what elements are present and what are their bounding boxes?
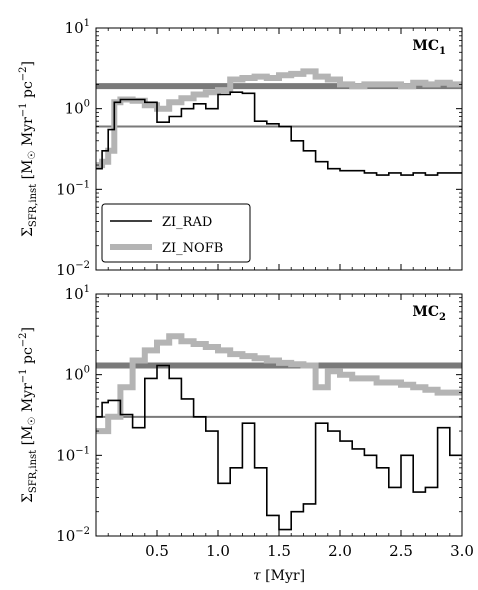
panel-label: MC1 bbox=[412, 38, 446, 57]
y-tick-exponent: 0 bbox=[84, 99, 90, 110]
panel-label-text: MC bbox=[412, 38, 439, 54]
x-axis-units: [Myr] bbox=[261, 568, 305, 584]
y-tick-exponent: −1 bbox=[75, 445, 90, 456]
y-tick-exponent: 0 bbox=[84, 365, 90, 376]
panel-label-text: MC bbox=[412, 304, 439, 320]
y-axis-units-myr: Myr bbox=[20, 383, 36, 417]
y-tick-exponent: 1 bbox=[84, 18, 90, 29]
x-tick-label: 1.5 bbox=[267, 542, 291, 560]
y-tick-exponent: 1 bbox=[84, 284, 90, 295]
y-tick-exponent: −2 bbox=[75, 526, 90, 537]
y-tick-label: 10−2 bbox=[56, 526, 90, 545]
legend-label: ZI_RAD bbox=[162, 215, 212, 230]
y-tick-base: 10 bbox=[56, 261, 75, 279]
y-tick-exponent: −2 bbox=[75, 260, 90, 271]
y-axis-units-pc: pc bbox=[20, 81, 36, 102]
y-tick-base: 10 bbox=[65, 285, 84, 303]
y-axis-close: ] bbox=[20, 61, 36, 66]
y-axis-exponent: −1 bbox=[18, 368, 29, 383]
x-axis-title: τ [Myr] bbox=[253, 568, 305, 584]
y-axis-exponent: −2 bbox=[18, 66, 29, 81]
x-tick-label: 2.5 bbox=[389, 542, 413, 560]
y-axis-units: [M bbox=[20, 426, 36, 450]
y-tick-label: 10−1 bbox=[56, 179, 90, 198]
y-axis-subscript: SFR,inst bbox=[28, 450, 39, 493]
y-tick-exponent: −1 bbox=[75, 179, 90, 190]
y-tick-label: 100 bbox=[65, 99, 90, 118]
y-axis-exponent: −1 bbox=[18, 102, 29, 117]
y-axis-exponent: −2 bbox=[18, 332, 29, 347]
x-tick-label: 0.5 bbox=[145, 542, 169, 560]
series-zi-rad bbox=[96, 364, 462, 531]
y-axis-symbol: Σ bbox=[20, 227, 36, 237]
y-tick-label: 10−2 bbox=[56, 260, 90, 279]
panel-label-subscript: 2 bbox=[439, 312, 446, 323]
y-tick-base: 10 bbox=[65, 100, 84, 118]
y-axis-sun-symbol: ☉ bbox=[27, 151, 38, 160]
y-axis-units-pc: pc bbox=[20, 347, 36, 368]
y-axis-symbol: Σ bbox=[20, 493, 36, 503]
plot-frame bbox=[95, 293, 463, 537]
panel-label: MC2 bbox=[412, 304, 446, 323]
y-axis-units: [M bbox=[20, 160, 36, 184]
x-tick-label: 1.0 bbox=[206, 542, 230, 560]
y-tick-base: 10 bbox=[65, 366, 84, 384]
y-tick-base: 10 bbox=[56, 527, 75, 545]
y-axis-close: ] bbox=[20, 327, 36, 332]
series-zi-nofb bbox=[96, 333, 462, 435]
y-axis-title: ΣSFR,inst [M☉ Myr−1 pc−2] bbox=[18, 61, 39, 237]
x-tick-label: 3.0 bbox=[450, 542, 474, 560]
y-axis-sun-symbol: ☉ bbox=[27, 417, 38, 426]
x-tick-label: 2.0 bbox=[328, 542, 352, 560]
panel-label-subscript: 1 bbox=[439, 46, 446, 57]
legend-label: ZI_NOFB bbox=[162, 241, 223, 256]
y-tick-base: 10 bbox=[56, 446, 75, 464]
y-tick-label: 101 bbox=[65, 18, 90, 37]
y-tick-base: 10 bbox=[65, 19, 84, 37]
x-axis-symbol: τ bbox=[253, 568, 261, 584]
y-axis-units-myr: Myr bbox=[20, 117, 36, 151]
series-zi-rad bbox=[96, 91, 462, 176]
y-tick-base: 10 bbox=[56, 180, 75, 198]
y-axis-subscript: SFR,inst bbox=[28, 184, 39, 227]
series-zi-nofb bbox=[96, 68, 462, 169]
y-tick-label: 10−1 bbox=[56, 445, 90, 464]
y-axis-title: ΣSFR,inst [M☉ Myr−1 pc−2] bbox=[18, 327, 39, 503]
y-tick-label: 101 bbox=[65, 284, 90, 303]
y-tick-label: 100 bbox=[65, 365, 90, 384]
